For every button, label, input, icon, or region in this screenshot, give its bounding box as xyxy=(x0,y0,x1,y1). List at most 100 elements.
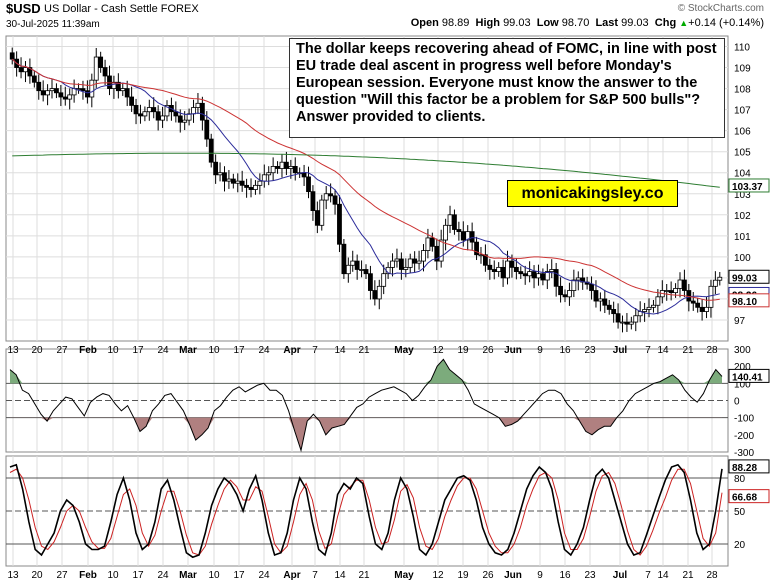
candle-body xyxy=(111,81,117,89)
chg-label: Chg xyxy=(654,17,677,29)
candle-body xyxy=(138,113,143,117)
candle-body xyxy=(146,107,152,113)
x-tick-label: May xyxy=(394,345,414,356)
x-tick-label: 27 xyxy=(56,345,68,356)
low-label: Low xyxy=(536,17,559,29)
candle-body xyxy=(593,290,599,302)
stochastic-d-value-tag-box xyxy=(728,489,770,504)
x-tick-label-bottom: 10 xyxy=(208,570,220,581)
candle-body xyxy=(301,172,307,178)
x-tick-label: 12 xyxy=(432,345,444,356)
candle-body xyxy=(478,254,484,257)
candle-body xyxy=(505,260,510,279)
timestamp: 30-Jul-2025 11:39am xyxy=(6,19,100,30)
x-tick-label-bottom: Jun xyxy=(504,570,522,581)
candle-body xyxy=(235,180,241,184)
stochastic-y-tick-label: 80 xyxy=(734,474,746,485)
candle-body xyxy=(80,88,86,92)
candle-body xyxy=(496,266,502,272)
candle-body xyxy=(509,260,515,268)
x-tick-label-bottom: 24 xyxy=(157,570,169,581)
candle-body xyxy=(452,214,457,230)
candle-body xyxy=(195,102,201,108)
candle-body xyxy=(558,285,563,296)
candle-body xyxy=(319,199,325,226)
candle-body xyxy=(416,260,422,264)
last-value: 99.03 xyxy=(621,17,649,29)
instrument-title: US Dollar - Cash Settle xyxy=(44,3,158,15)
candle-body xyxy=(491,269,497,272)
candle-body xyxy=(27,67,33,77)
cci-value-tag: 140.41 xyxy=(732,372,763,383)
annotation-box: The dollar keeps recovering ahead of FOM… xyxy=(289,38,725,138)
candle-body xyxy=(513,266,519,272)
candle-body xyxy=(456,229,462,233)
candle-body xyxy=(522,273,528,277)
ma-mid-value-tag-box xyxy=(728,293,770,308)
x-tick-label-bottom: 20 xyxy=(31,570,43,581)
source-credit[interactable]: © StockCharts.com xyxy=(677,3,764,14)
candle-body xyxy=(633,315,639,323)
candle-body xyxy=(536,273,541,279)
candle-body xyxy=(93,56,99,81)
candle-body xyxy=(655,296,661,306)
x-tick-label-bottom: May xyxy=(394,570,414,581)
candle-body xyxy=(306,176,311,193)
candle-body xyxy=(266,172,272,176)
stochastic-k-value-tag: 88.28 xyxy=(732,463,757,474)
candle-body xyxy=(292,166,298,174)
candle-body xyxy=(62,96,68,100)
stochastic-y-tick-label: 50 xyxy=(734,507,746,518)
candle-body xyxy=(102,67,108,77)
x-tick-label-bottom: 7 xyxy=(312,570,318,581)
candle-body xyxy=(89,79,95,98)
candle-body xyxy=(447,214,453,226)
x-tick-label: 24 xyxy=(157,345,169,356)
candle-body xyxy=(217,172,223,176)
candle-body xyxy=(350,260,356,266)
candle-body xyxy=(549,269,555,272)
price-y-tick-label: 104 xyxy=(734,169,751,180)
candle-body xyxy=(107,75,112,89)
candle-body xyxy=(230,178,236,184)
candle-body xyxy=(487,264,493,270)
x-tick-label: Mar xyxy=(179,345,197,356)
candle-body xyxy=(23,67,28,73)
x-tick-label-bottom: 14 xyxy=(334,570,346,581)
stochastic-y-tick-label: 20 xyxy=(734,540,746,551)
x-tick-label: Apr xyxy=(283,345,300,356)
candle-body xyxy=(460,231,466,241)
candle-body xyxy=(597,298,603,302)
candle-body xyxy=(624,321,630,325)
candle-body xyxy=(469,231,475,243)
x-tick-label: 14 xyxy=(334,345,346,356)
x-tick-label-bottom: Apr xyxy=(283,570,300,581)
x-tick-label-bottom: 19 xyxy=(457,570,469,581)
candle-body xyxy=(483,254,488,266)
instrument-name: US Dollar - Cash Settle FOREX xyxy=(44,3,199,15)
candle-body xyxy=(328,193,334,197)
candle-body xyxy=(253,184,258,190)
candle-body xyxy=(602,298,608,306)
candle-body xyxy=(199,102,205,121)
chg-value: +0.14 (+0.14%) xyxy=(688,17,764,29)
price-y-tick-label: 100 xyxy=(734,253,751,264)
candle-body xyxy=(244,184,249,188)
candle-body xyxy=(682,279,687,291)
candle-body xyxy=(160,115,165,121)
candle-body xyxy=(213,161,219,176)
price-y-tick-label: 105 xyxy=(734,148,751,159)
candle-body xyxy=(40,90,46,96)
candle-body xyxy=(120,88,126,92)
candle-body xyxy=(261,174,267,182)
x-tick-label: 14 xyxy=(657,345,669,356)
price-y-tick-label: 107 xyxy=(734,106,751,117)
candle-body xyxy=(9,52,15,60)
candle-body xyxy=(677,279,683,289)
candle-body xyxy=(222,172,227,182)
price-y-tick-label: 109 xyxy=(734,64,751,75)
candle-body xyxy=(208,138,214,163)
stochastic-d-value-tag: 66.68 xyxy=(732,493,757,504)
candle-body xyxy=(628,321,634,325)
x-tick-label: 20 xyxy=(31,345,43,356)
